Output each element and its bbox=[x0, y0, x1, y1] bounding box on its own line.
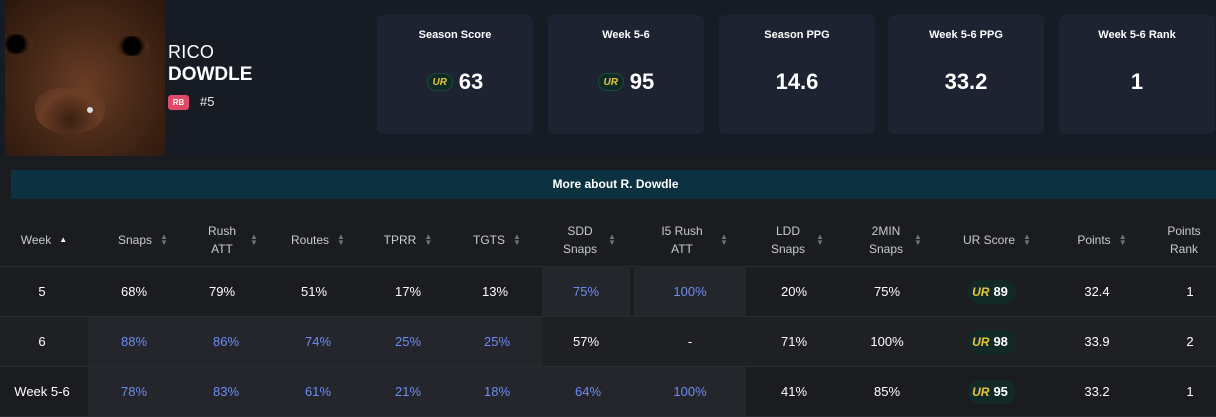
column-header-ldd-snaps[interactable]: LDD Snaps ▲ ▼ bbox=[770, 223, 824, 256]
cell-points: 33.9 bbox=[1084, 334, 1110, 349]
jersey-number: #5 bbox=[200, 94, 215, 109]
ur-logo-icon: UR bbox=[972, 384, 990, 399]
sort-icon: ▲ ▼ bbox=[337, 231, 345, 247]
column-header-snaps[interactable]: Snaps ▲ ▼ bbox=[117, 231, 168, 247]
stat-card-value: 1 bbox=[1130, 69, 1144, 94]
cell-week: 6 bbox=[38, 334, 46, 349]
stat-card-label: Week 5-6 PPG bbox=[929, 29, 1003, 41]
sort-icon: ▲ ▼ bbox=[1118, 231, 1127, 247]
sort-icon: ▲ ▼ bbox=[513, 231, 521, 247]
table-row: Week 5-6 78% 83% 61% 21% 18% 64% 100% 41… bbox=[0, 367, 1216, 417]
column-header-tgts[interactable]: TGTS ▲ ▼ bbox=[473, 231, 521, 247]
cell-tprr: 21% bbox=[364, 367, 452, 416]
column-header-routes[interactable]: Routes ▲ ▼ bbox=[290, 231, 345, 247]
ur-logo-icon: UR bbox=[597, 73, 624, 91]
position-badge: RB bbox=[168, 95, 189, 110]
stat-card-season-ppg: Season PPG 14.6 bbox=[719, 15, 875, 134]
stat-card-label: Week 5-6 Rank bbox=[1098, 29, 1176, 41]
table-row: 6 88% 86% 74% 25% 25% 57% - 71% 100% UR 9… bbox=[0, 317, 1216, 367]
table-header: Week ▲ Snaps ▲ ▼ Rush ATT ▲ ▼ Routes ▲ ▼ TPRR ▲ ▼… bbox=[0, 212, 1216, 267]
sort-icon: ▲ ▼ bbox=[160, 231, 168, 247]
cell-2min-snaps: 75% bbox=[873, 284, 901, 299]
sort-icon: ▲ ▼ bbox=[250, 231, 258, 247]
ur-score-pill: UR 89 bbox=[968, 279, 1016, 304]
weekly-stats-table: Week ▲ Snaps ▲ ▼ Rush ATT ▲ ▼ Routes ▲ ▼ TPRR ▲ ▼… bbox=[0, 212, 1216, 417]
player-last-name: DOWDLE bbox=[168, 64, 253, 85]
stat-card-value: 33.2 bbox=[944, 69, 988, 94]
sort-icon: ▲ ▼ bbox=[720, 231, 728, 247]
cell-ur-score: UR 89 bbox=[942, 267, 1042, 316]
cell-routes: 61% bbox=[272, 367, 364, 416]
sort-asc-icon: ▲ bbox=[59, 234, 68, 244]
cell-ur-score: UR 95 bbox=[942, 367, 1042, 416]
cell-i5-rush-att: 100% bbox=[634, 267, 746, 316]
cell-i5-rush-att: - bbox=[687, 334, 693, 349]
cell-points: 33.2 bbox=[1084, 384, 1110, 399]
player-header: RICO DOWDLE RB #5 Season Score UR 63 Week… bbox=[0, 0, 1216, 157]
stat-card-value: 63 bbox=[458, 69, 484, 94]
sort-icon: ▲ ▼ bbox=[1023, 231, 1031, 247]
stat-card-label: Week 5-6 bbox=[602, 29, 650, 41]
ur-score-pill: UR 95 bbox=[968, 379, 1016, 404]
player-first-name: RICO bbox=[168, 42, 215, 62]
cell-tprr: 25% bbox=[364, 317, 452, 366]
column-header-tprr[interactable]: TPRR ▲ ▼ bbox=[383, 231, 433, 247]
cell-2min-snaps: 85% bbox=[873, 384, 901, 399]
cell-tprr: 17% bbox=[394, 284, 422, 299]
cell-tgts: 18% bbox=[452, 367, 542, 416]
column-header-points[interactable]: Points ▲ ▼ bbox=[1077, 231, 1127, 247]
cell-sdd-snaps: 75% bbox=[542, 267, 630, 316]
sort-icon: ▲ ▼ bbox=[608, 231, 616, 247]
sort-icon: ▲ ▼ bbox=[914, 231, 922, 247]
column-header-i5-rush-att[interactable]: I5 Rush ATT ▲ ▼ bbox=[661, 223, 728, 256]
column-header-points-rank[interactable]: Points Rank bbox=[1167, 223, 1201, 256]
column-header-sdd-snaps[interactable]: SDD Snaps ▲ ▼ bbox=[562, 223, 616, 256]
cell-rush-att: 83% bbox=[180, 367, 272, 416]
cell-sdd-snaps: 64% bbox=[542, 367, 634, 416]
ur-score-pill: UR 98 bbox=[968, 329, 1016, 354]
stat-card-week-score: Week 5-6 UR 95 bbox=[548, 15, 704, 134]
sort-icon: ▲ ▼ bbox=[424, 231, 433, 247]
cell-routes: 74% bbox=[272, 317, 364, 366]
cell-i5-rush-att: 100% bbox=[634, 367, 746, 416]
cell-snaps: 88% bbox=[88, 317, 180, 366]
cell-routes: 51% bbox=[300, 284, 328, 299]
cell-ldd-snaps: 71% bbox=[780, 334, 808, 349]
stat-card-week-ppg: Week 5-6 PPG 33.2 bbox=[888, 15, 1044, 134]
column-header-week[interactable]: Week ▲ bbox=[20, 232, 68, 247]
table-row: 5 68% 79% 51% 17% 13% 75% 100% 20% 75% U… bbox=[0, 267, 1216, 317]
cell-points-rank: 1 bbox=[1186, 384, 1194, 399]
cell-week: 5 bbox=[38, 284, 46, 299]
cell-points: 32.4 bbox=[1084, 284, 1110, 299]
column-header-ur-score[interactable]: UR Score ▲ ▼ bbox=[962, 231, 1031, 247]
stat-card-value: 95 bbox=[629, 69, 655, 94]
cell-points-rank: 2 bbox=[1186, 334, 1194, 349]
cell-rush-att: 86% bbox=[180, 317, 272, 366]
ur-logo-icon: UR bbox=[426, 73, 453, 91]
cell-tgts: 13% bbox=[481, 284, 509, 299]
column-header-2min-snaps[interactable]: 2MIN Snaps ▲ ▼ bbox=[868, 223, 922, 256]
stat-card-label: Season PPG bbox=[764, 29, 830, 41]
cell-sdd-snaps: 57% bbox=[572, 334, 600, 349]
cell-snaps: 68% bbox=[120, 284, 148, 299]
cell-week: Week 5-6 bbox=[14, 384, 70, 399]
stat-card-value: 14.6 bbox=[775, 69, 819, 94]
player-photo bbox=[5, 0, 165, 156]
ur-logo-icon: UR bbox=[972, 334, 990, 349]
cell-snaps: 78% bbox=[88, 367, 180, 416]
cell-ur-score: UR 98 bbox=[942, 317, 1042, 366]
stat-card-season-score: Season Score UR 63 bbox=[377, 15, 533, 134]
cell-2min-snaps: 100% bbox=[870, 334, 904, 349]
ur-logo-icon: UR bbox=[972, 284, 990, 299]
column-header-rush-att[interactable]: Rush ATT ▲ ▼ bbox=[207, 223, 258, 256]
cell-points-rank: 1 bbox=[1186, 284, 1194, 299]
stat-card-week-rank: Week 5-6 Rank 1 bbox=[1059, 15, 1215, 134]
sort-icon: ▲ ▼ bbox=[816, 231, 824, 247]
stat-card-label: Season Score bbox=[418, 29, 492, 41]
more-about-player-button[interactable]: More about R. Dowdle bbox=[11, 170, 1216, 199]
cell-rush-att: 79% bbox=[208, 284, 236, 299]
cell-ldd-snaps: 20% bbox=[780, 284, 808, 299]
cell-ldd-snaps: 41% bbox=[780, 384, 808, 399]
cell-tgts: 25% bbox=[452, 317, 542, 366]
